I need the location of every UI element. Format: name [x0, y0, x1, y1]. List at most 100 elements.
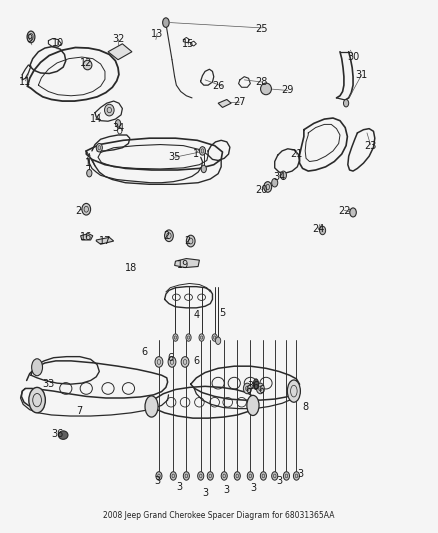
Ellipse shape — [162, 18, 169, 27]
Ellipse shape — [58, 431, 68, 439]
Text: 11: 11 — [19, 77, 32, 87]
Ellipse shape — [83, 60, 92, 70]
Text: 6: 6 — [167, 353, 173, 362]
Text: 28: 28 — [255, 77, 268, 87]
Text: 6: 6 — [193, 356, 199, 366]
Text: 25: 25 — [255, 24, 268, 34]
Ellipse shape — [261, 83, 272, 95]
Text: 9: 9 — [27, 34, 33, 44]
Text: 13: 13 — [151, 29, 163, 39]
Ellipse shape — [199, 147, 205, 155]
Ellipse shape — [280, 171, 286, 180]
Polygon shape — [81, 233, 93, 240]
Text: 3: 3 — [176, 481, 182, 491]
Text: 34: 34 — [273, 172, 285, 182]
Text: 16: 16 — [80, 232, 92, 243]
Polygon shape — [175, 259, 199, 268]
Text: 24: 24 — [312, 224, 325, 235]
Text: 2: 2 — [163, 231, 169, 241]
Ellipse shape — [201, 165, 206, 173]
Text: 17: 17 — [99, 236, 111, 246]
Ellipse shape — [168, 357, 176, 367]
Text: 36: 36 — [51, 429, 63, 439]
Ellipse shape — [186, 334, 191, 341]
Text: 3: 3 — [202, 488, 208, 498]
Ellipse shape — [165, 230, 173, 241]
Ellipse shape — [82, 204, 91, 215]
Polygon shape — [108, 44, 132, 60]
Text: 3: 3 — [154, 477, 160, 486]
Text: 6: 6 — [246, 384, 252, 394]
Ellipse shape — [186, 235, 195, 247]
Ellipse shape — [32, 359, 42, 376]
Text: 5: 5 — [219, 308, 226, 318]
Ellipse shape — [260, 472, 266, 480]
Text: 20: 20 — [255, 184, 268, 195]
Text: 31: 31 — [356, 70, 368, 79]
Text: 36: 36 — [247, 381, 259, 391]
Ellipse shape — [350, 208, 356, 217]
Ellipse shape — [156, 472, 162, 480]
Ellipse shape — [343, 100, 349, 107]
Ellipse shape — [87, 169, 92, 177]
Ellipse shape — [293, 472, 300, 480]
Text: 2: 2 — [184, 236, 191, 246]
Text: 3: 3 — [224, 485, 230, 495]
Ellipse shape — [215, 337, 221, 344]
Ellipse shape — [234, 472, 240, 480]
Text: 3: 3 — [298, 470, 304, 479]
Ellipse shape — [244, 383, 251, 394]
Ellipse shape — [199, 334, 204, 341]
Text: 29: 29 — [282, 85, 294, 95]
Text: 34: 34 — [112, 123, 124, 133]
Ellipse shape — [264, 182, 272, 192]
Text: 22: 22 — [338, 206, 350, 216]
Text: 18: 18 — [125, 263, 137, 272]
Text: 1: 1 — [85, 158, 91, 168]
Text: 1: 1 — [193, 149, 199, 158]
Ellipse shape — [272, 472, 278, 480]
Text: 30: 30 — [347, 52, 359, 62]
Ellipse shape — [198, 472, 204, 480]
Text: 3: 3 — [250, 483, 256, 493]
Ellipse shape — [320, 226, 325, 235]
Text: 32: 32 — [112, 34, 124, 44]
Ellipse shape — [173, 334, 178, 341]
Text: 6: 6 — [141, 348, 147, 358]
Text: 35: 35 — [169, 152, 181, 162]
Ellipse shape — [253, 379, 258, 390]
Ellipse shape — [212, 334, 217, 341]
Polygon shape — [218, 100, 231, 108]
Ellipse shape — [116, 119, 120, 127]
Text: 2008 Jeep Grand Cherokee Spacer Diagram for 68031365AA: 2008 Jeep Grand Cherokee Spacer Diagram … — [103, 511, 335, 520]
Ellipse shape — [221, 472, 227, 480]
Text: 26: 26 — [212, 81, 224, 91]
Ellipse shape — [287, 380, 300, 402]
Ellipse shape — [29, 387, 46, 413]
Text: 8: 8 — [302, 402, 308, 412]
Ellipse shape — [247, 472, 253, 480]
Text: 27: 27 — [233, 97, 246, 107]
Ellipse shape — [96, 143, 102, 152]
Text: 21: 21 — [290, 149, 303, 158]
Text: 14: 14 — [90, 114, 102, 124]
Ellipse shape — [27, 31, 35, 43]
Text: 33: 33 — [42, 379, 54, 389]
Text: 7: 7 — [76, 406, 82, 416]
Ellipse shape — [247, 395, 259, 416]
Text: 23: 23 — [364, 141, 377, 151]
Text: 3: 3 — [276, 477, 282, 486]
Text: 12: 12 — [80, 59, 92, 68]
Ellipse shape — [105, 104, 114, 116]
Ellipse shape — [256, 383, 264, 394]
Text: 2: 2 — [76, 206, 82, 216]
Ellipse shape — [272, 179, 278, 187]
Ellipse shape — [155, 357, 163, 367]
Ellipse shape — [170, 472, 177, 480]
Polygon shape — [96, 237, 114, 244]
Text: 15: 15 — [181, 39, 194, 49]
Text: 4: 4 — [193, 310, 199, 320]
Text: 10: 10 — [52, 38, 64, 48]
Text: 6: 6 — [258, 384, 265, 394]
Ellipse shape — [283, 472, 290, 480]
